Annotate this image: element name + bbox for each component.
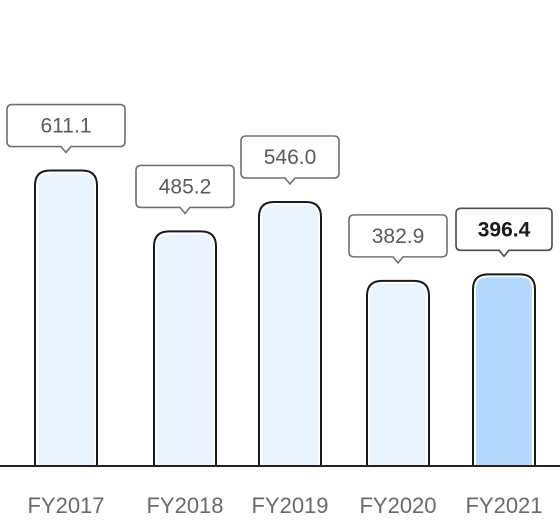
x-tick-label-fy2021: FY2021 [465, 493, 542, 518]
x-tick-label-fy2018: FY2018 [146, 493, 223, 518]
x-tick-label-fy2019: FY2019 [251, 493, 328, 518]
data-label-box-fy2018 [135, 164, 235, 215]
data-label-box-fy2020 [348, 214, 448, 265]
bar-fy2020 [366, 279, 430, 467]
bar-fill-fy2020 [370, 283, 426, 466]
bar-fill-fy2019 [262, 205, 318, 466]
data-label-box-fy2019 [240, 135, 340, 186]
bar-fill-fy2021 [476, 277, 532, 466]
bar-fy2017 [34, 169, 98, 467]
bar-fill-fy2017 [38, 173, 94, 467]
bar-fill-fy2018 [157, 234, 213, 466]
data-label-text-fy2020: 382.9 [372, 225, 425, 248]
data-label-fy2017: 611.1 [6, 103, 126, 154]
data-labels-group: 611.1 485.2 546.0 382.9 396.4 [6, 103, 553, 265]
data-label-fy2019: 546.0 [240, 135, 340, 186]
data-label-fy2020: 382.9 [348, 214, 448, 265]
bar-fy2021 [472, 273, 536, 467]
bar-outline-fy2021 [472, 273, 536, 467]
bar-fy2018 [153, 230, 217, 467]
data-label-text-fy2019: 546.0 [264, 146, 317, 169]
bar-outline-fy2020 [366, 279, 430, 467]
data-label-fy2021: 396.4 [455, 207, 553, 258]
bars-group [34, 169, 536, 467]
bar-outline-fy2018 [153, 230, 217, 467]
x-tick-label-fy2017: FY2017 [27, 493, 104, 518]
bar-fy2019 [258, 201, 322, 467]
data-label-text-fy2021: 396.4 [478, 218, 531, 241]
data-label-box-fy2017 [6, 103, 126, 154]
bar-outline-fy2019 [258, 201, 322, 467]
data-label-fy2018: 485.2 [135, 164, 235, 215]
data-label-box-fy2021 [455, 207, 553, 258]
data-label-text-fy2018: 485.2 [159, 175, 212, 198]
data-label-text-fy2017: 611.1 [41, 115, 92, 138]
bar-outline-fy2017 [34, 169, 98, 467]
x-tick-label-fy2020: FY2020 [359, 493, 436, 518]
x-axis-tick-labels: FY2017 FY2018 FY2019 FY2020 FY2021 [27, 493, 542, 518]
